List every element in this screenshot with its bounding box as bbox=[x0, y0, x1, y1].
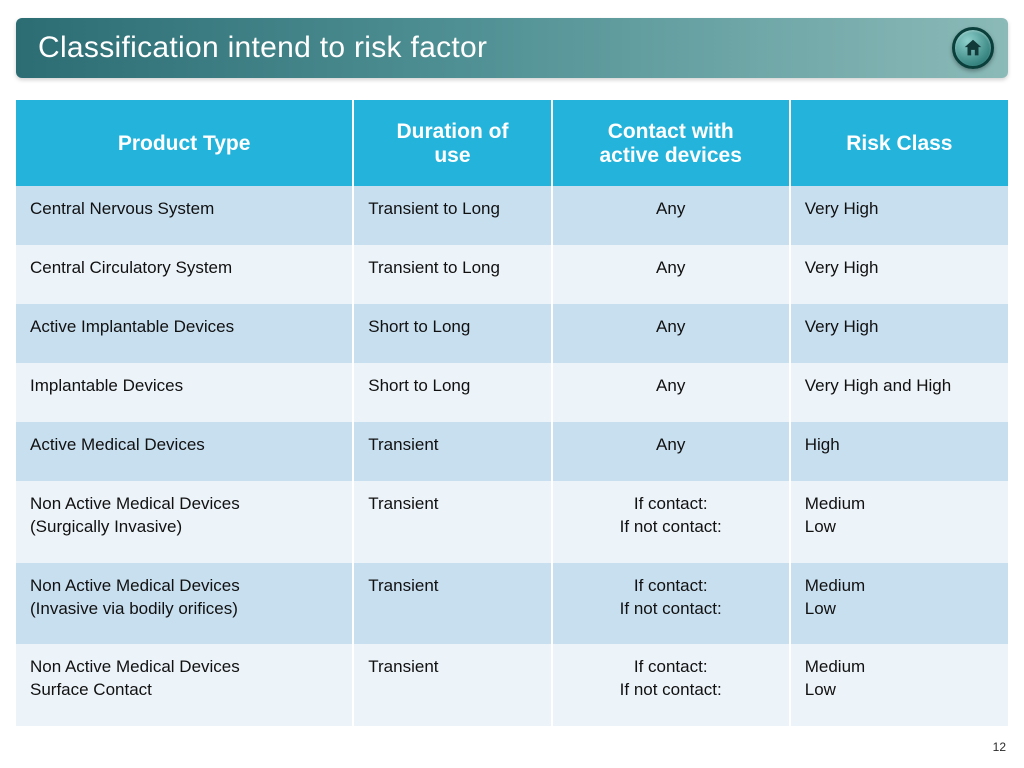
table-cell: High bbox=[790, 422, 1008, 481]
table-header-cell: Contact withactive devices bbox=[552, 100, 790, 186]
table-cell: Active Medical Devices bbox=[16, 422, 353, 481]
table-cell: Transient bbox=[353, 481, 551, 563]
table-header-cell: Duration ofuse bbox=[353, 100, 551, 186]
table-header-cell: Product Type bbox=[16, 100, 353, 186]
table-cell: Transient bbox=[353, 563, 551, 645]
table-cell: Short to Long bbox=[353, 304, 551, 363]
table-cell: Central Nervous System bbox=[16, 186, 353, 245]
table-cell: If contact:If not contact: bbox=[552, 563, 790, 645]
table-cell: Transient to Long bbox=[353, 245, 551, 304]
table-cell: Very High and High bbox=[790, 363, 1008, 422]
table-cell: Any bbox=[552, 304, 790, 363]
table-row: Active Medical DevicesTransientAnyHigh bbox=[16, 422, 1008, 481]
table-header-row: Product TypeDuration ofuseContact withac… bbox=[16, 100, 1008, 186]
home-button[interactable] bbox=[952, 27, 994, 69]
table-cell: Implantable Devices bbox=[16, 363, 353, 422]
table-row: Central Nervous SystemTransient to LongA… bbox=[16, 186, 1008, 245]
table-cell: Non Active Medical DevicesSurface Contac… bbox=[16, 644, 353, 726]
table-header-cell: Risk Class bbox=[790, 100, 1008, 186]
table-cell: Central Circulatory System bbox=[16, 245, 353, 304]
table-cell: Transient bbox=[353, 644, 551, 726]
table-cell: Non Active Medical Devices(Invasive via … bbox=[16, 563, 353, 645]
table-cell: Transient bbox=[353, 422, 551, 481]
table-cell: Very High bbox=[790, 186, 1008, 245]
table-row: Non Active Medical Devices(Surgically In… bbox=[16, 481, 1008, 563]
slide: Classification intend to risk factor Pro… bbox=[0, 0, 1024, 768]
risk-table: Product TypeDuration ofuseContact withac… bbox=[16, 100, 1008, 726]
slide-title: Classification intend to risk factor bbox=[38, 31, 487, 65]
table-cell: Short to Long bbox=[353, 363, 551, 422]
table-cell: MediumLow bbox=[790, 644, 1008, 726]
table-row: Non Active Medical DevicesSurface Contac… bbox=[16, 644, 1008, 726]
table-cell: MediumLow bbox=[790, 563, 1008, 645]
table-cell: Non Active Medical Devices(Surgically In… bbox=[16, 481, 353, 563]
table-cell: Very High bbox=[790, 304, 1008, 363]
table-cell: Any bbox=[552, 245, 790, 304]
table-cell: Active Implantable Devices bbox=[16, 304, 353, 363]
table-cell: If contact:If not contact: bbox=[552, 644, 790, 726]
table-cell: Any bbox=[552, 363, 790, 422]
table-cell: Any bbox=[552, 422, 790, 481]
page-number: 12 bbox=[993, 740, 1006, 754]
table-row: Non Active Medical Devices(Invasive via … bbox=[16, 563, 1008, 645]
table-cell: Transient to Long bbox=[353, 186, 551, 245]
table-cell: Any bbox=[552, 186, 790, 245]
table-cell: If contact:If not contact: bbox=[552, 481, 790, 563]
table-row: Central Circulatory SystemTransient to L… bbox=[16, 245, 1008, 304]
table-cell: Very High bbox=[790, 245, 1008, 304]
table-row: Active Implantable DevicesShort to LongA… bbox=[16, 304, 1008, 363]
table-cell: MediumLow bbox=[790, 481, 1008, 563]
home-icon bbox=[962, 37, 984, 59]
table-row: Implantable DevicesShort to LongAnyVery … bbox=[16, 363, 1008, 422]
title-bar: Classification intend to risk factor bbox=[16, 18, 1008, 78]
